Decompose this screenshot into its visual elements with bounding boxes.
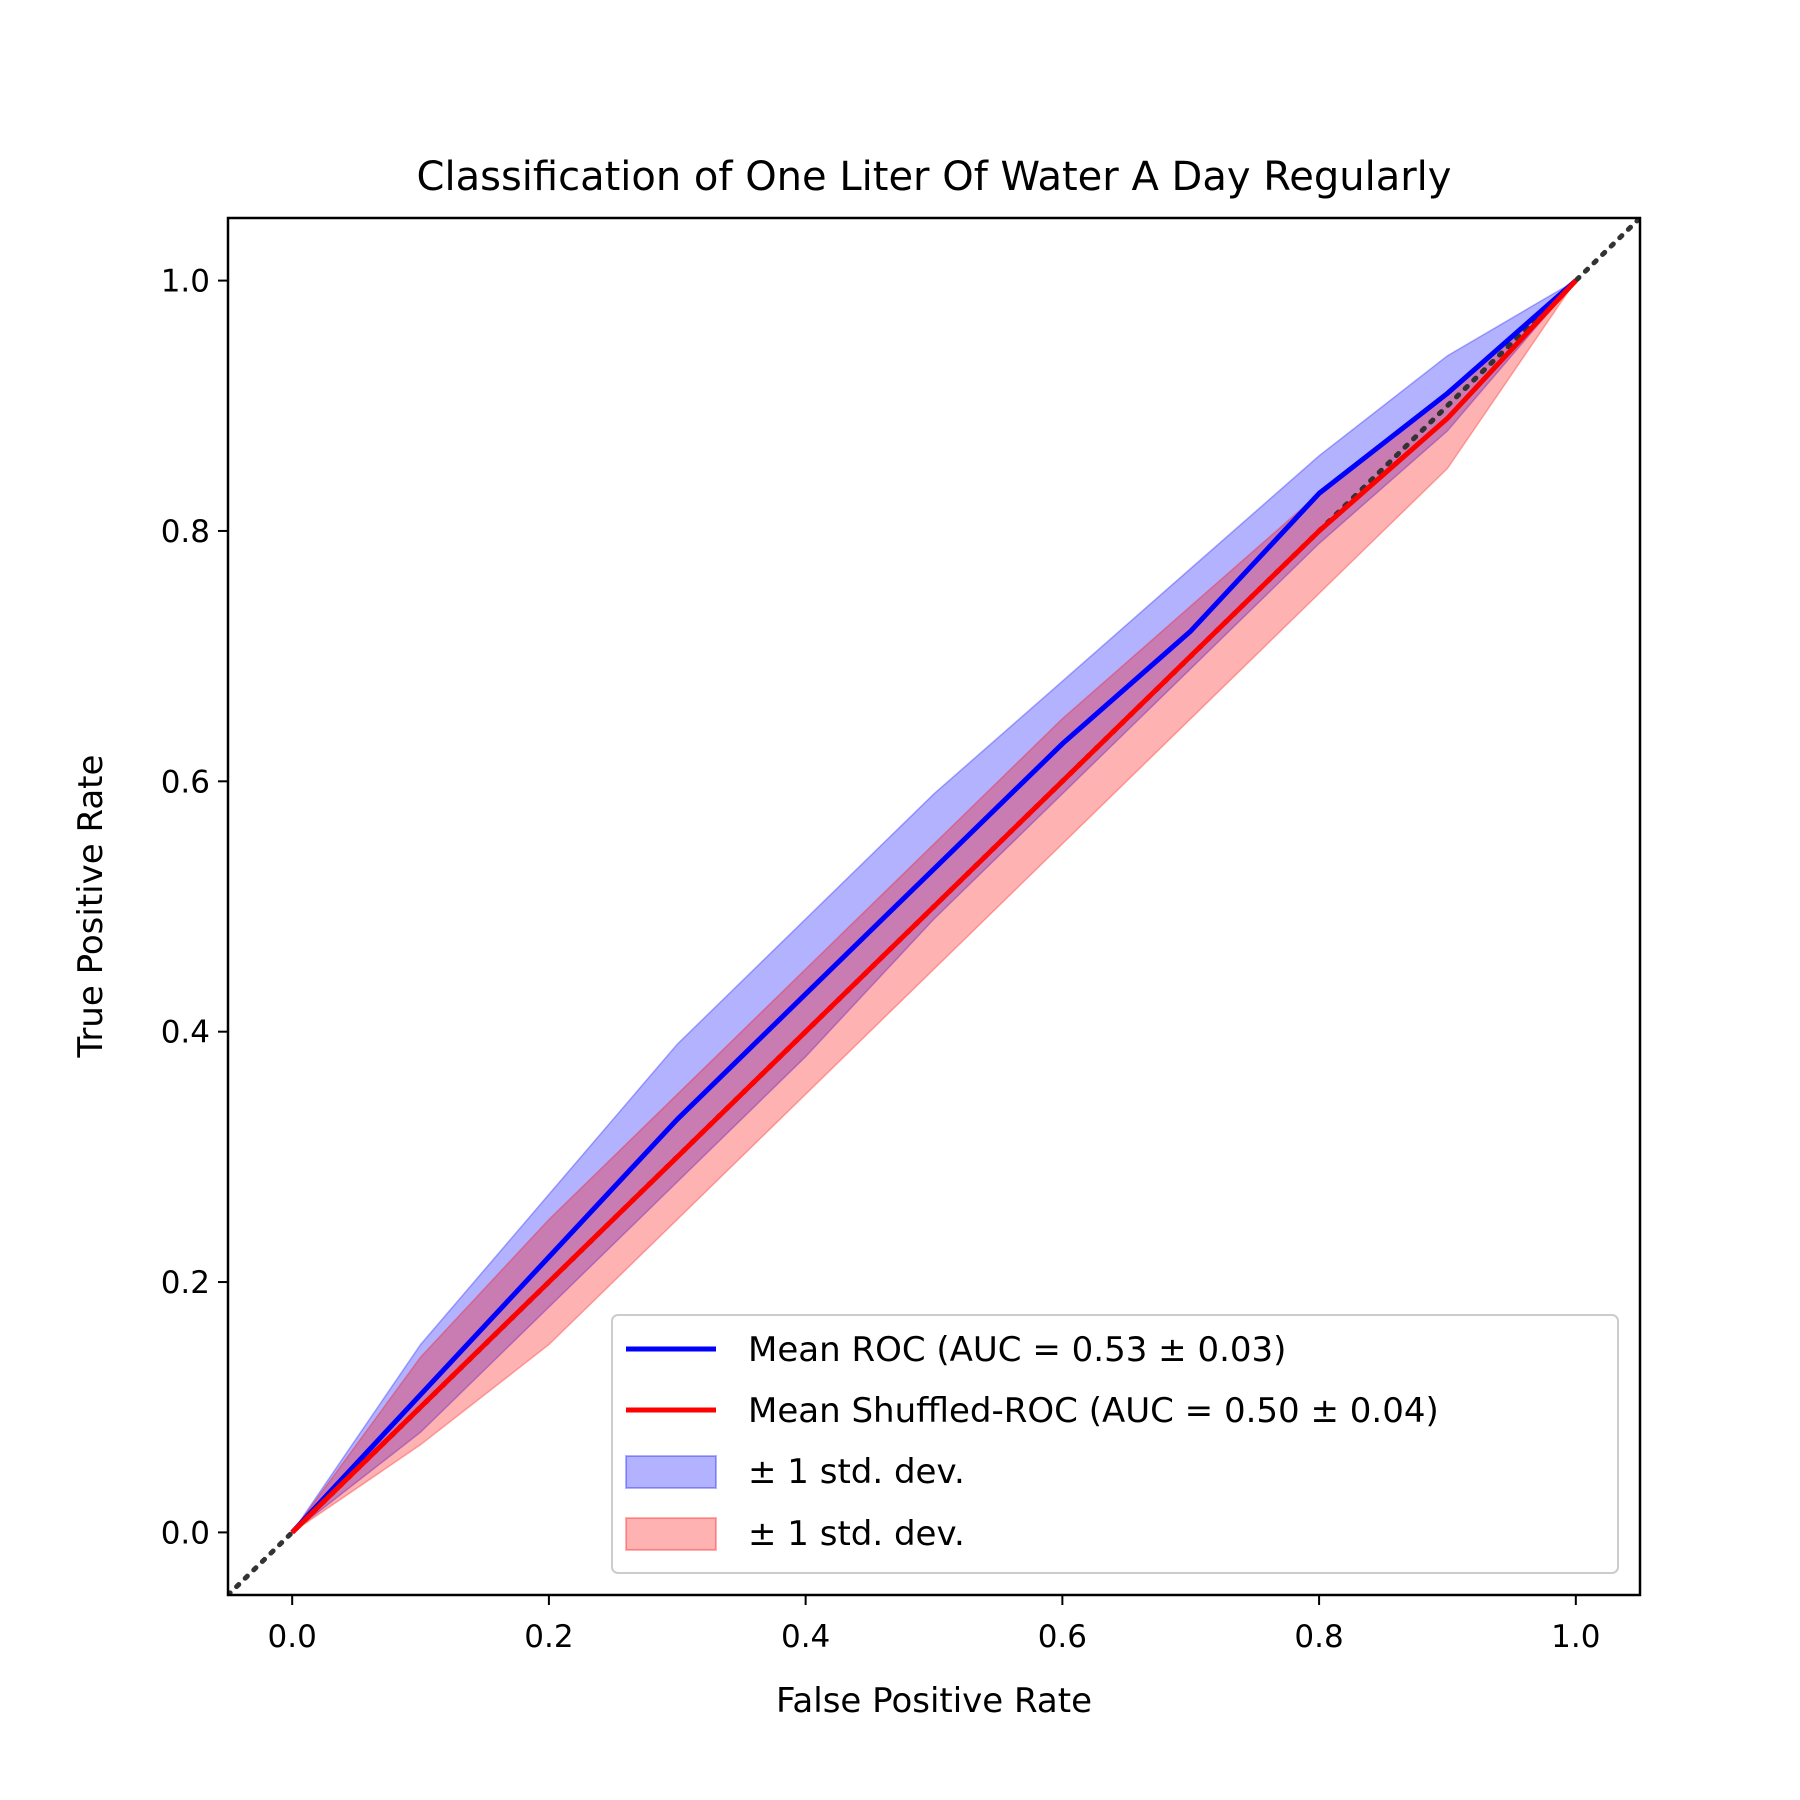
legend-swatch-red-band (625, 1517, 717, 1551)
legend-swatch-blue-band (625, 1455, 717, 1489)
y-tick-label: 0.2 (161, 1265, 210, 1301)
plot-frame (226, 216, 1642, 1597)
y-tick-label: 0.4 (161, 1015, 210, 1051)
plot-area (228, 218, 1640, 1595)
chart-title: Classification of One Liter Of Water A D… (417, 154, 1452, 200)
legend-box (611, 1314, 1619, 1574)
x-tick-label: 0.0 (268, 1619, 317, 1655)
y-axis-label: True Positive Rate (71, 755, 111, 1059)
y-tick-label: 0.8 (161, 514, 210, 550)
mean-roc-line (290, 278, 1578, 1535)
legend-label-mean-roc: Mean ROC (AUC = 0.53 ± 0.03) (748, 1330, 1286, 1370)
x-tick-label: 0.4 (781, 1619, 830, 1655)
mean-shuffled-roc-line (290, 278, 1578, 1535)
x-tick-label: 1.0 (1551, 1619, 1600, 1655)
x-axis-label: False Positive Rate (776, 1681, 1092, 1721)
legend-label-red-band: ± 1 std. dev. (748, 1514, 965, 1554)
y-axis-ticks: 0.0 0.2 0.4 0.6 0.8 1.0 (161, 264, 228, 1551)
x-tick-label: 0.8 (1294, 1619, 1343, 1655)
x-axis-ticks: 0.0 0.2 0.4 0.6 0.8 1.0 (268, 1595, 1600, 1655)
x-tick-label: 0.2 (524, 1619, 573, 1655)
y-tick-label: 0.0 (161, 1515, 210, 1551)
y-tick-label: 1.0 (161, 264, 210, 300)
x-tick-label: 0.6 (1038, 1619, 1087, 1655)
legend: Mean ROC (AUC = 0.53 ± 0.03) Mean Shuffl… (611, 1314, 1619, 1574)
legend-label-blue-band: ± 1 std. dev. (748, 1452, 965, 1492)
y-tick-label: 0.6 (161, 764, 210, 800)
legend-label-shuffled-roc: Mean Shuffled-ROC (AUC = 0.50 ± 0.04) (748, 1391, 1439, 1431)
